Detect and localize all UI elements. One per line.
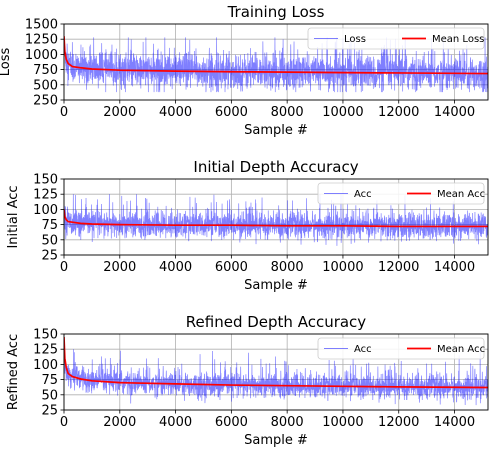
x-tick-label: 8000 [271, 105, 304, 120]
legend-label: Mean Acc [437, 344, 485, 355]
y-tick-label: 100 [33, 203, 58, 218]
chart-title: Training Loss [227, 3, 325, 21]
x-tick-label: 10000 [322, 105, 363, 120]
x-tick-label: 12000 [378, 415, 419, 430]
x-axis-label: Sample # [244, 278, 308, 293]
x-tick-label: 2000 [103, 105, 136, 120]
x-tick-label: 8000 [271, 415, 304, 430]
chart-panel-2: Initial Depth Accuracy 0 2000 4000 6000 8000 1… [6, 158, 489, 293]
y-axis-label: Loss [0, 48, 13, 77]
x-tick-label: 0 [60, 415, 68, 430]
x-tick-label: 14000 [434, 105, 475, 120]
y-tick-label: 250 [33, 94, 58, 109]
chart-title: Initial Depth Accuracy [193, 158, 358, 176]
x-tick-label: 6000 [215, 260, 248, 275]
legend-box [307, 27, 485, 50]
x-axis-label: Sample # [244, 433, 308, 448]
legend: Acc Mean Acc [317, 337, 485, 360]
y-tick-label: 25 [41, 404, 58, 419]
y-tick-label: 1000 [25, 48, 58, 63]
series-raw-line [64, 194, 488, 246]
legend-label: Acc [354, 189, 372, 200]
plot-frame [63, 178, 489, 256]
chart-panel-1: Training Loss 0 2000 4000 6000 8000 10000 12000… [0, 3, 489, 138]
series-mean-line [64, 337, 488, 389]
legend-label: Mean Loss [432, 34, 484, 45]
legend-label: Loss [344, 34, 366, 45]
legend: Acc Mean Acc [317, 182, 485, 205]
x-tick-label: 0 [60, 105, 68, 120]
y-axis-label: Initial Acc [6, 185, 21, 248]
y-tick-label: 100 [33, 358, 58, 373]
y-tick-label: 50 [41, 233, 58, 248]
plot-frame [63, 23, 489, 101]
x-tick-label: 4000 [159, 415, 192, 430]
y-tick-label: 75 [41, 218, 58, 233]
y-tick-label: 25 [41, 249, 58, 264]
y-tick-label: 1250 [25, 33, 58, 48]
x-tick-label: 0 [60, 260, 68, 275]
legend: Loss Mean Loss [307, 27, 485, 50]
legend-box [317, 182, 485, 205]
x-tick-label: 2000 [103, 260, 136, 275]
x-tick-label: 4000 [159, 260, 192, 275]
chart-panel-3: Refined Depth Accuracy 0 2000 4000 6000 8000 1… [6, 313, 489, 448]
x-axis-label: Sample # [244, 123, 308, 138]
y-tick-label: 125 [33, 343, 58, 358]
series-mean-line [64, 209, 488, 228]
y-tick-label: 500 [33, 78, 58, 93]
x-tick-label: 8000 [271, 260, 304, 275]
y-tick-label: 150 [33, 173, 58, 188]
x-tick-label: 6000 [215, 105, 248, 120]
x-tick-label: 10000 [322, 260, 363, 275]
legend-label: Mean Acc [437, 189, 485, 200]
x-tick-label: 6000 [215, 415, 248, 430]
series-raw-line [64, 348, 488, 406]
chart-title: Refined Depth Accuracy [186, 313, 367, 331]
x-tick-label: 14000 [434, 260, 475, 275]
legend-label: Acc [354, 344, 372, 355]
legend-box [317, 337, 485, 360]
series-raw-line [64, 37, 488, 93]
x-tick-label: 4000 [159, 105, 192, 120]
y-tick-label: 75 [41, 373, 58, 388]
y-tick-label: 50 [41, 388, 58, 403]
x-tick-label: 12000 [378, 105, 419, 120]
series-mean-line [64, 36, 488, 75]
x-tick-label: 14000 [434, 415, 475, 430]
y-axis-label: Refined Acc [6, 334, 21, 410]
x-tick-label: 12000 [378, 260, 419, 275]
x-tick-label: 2000 [103, 415, 136, 430]
y-tick-label: 125 [33, 188, 58, 203]
plot-frame [63, 333, 489, 411]
x-tick-label: 10000 [322, 415, 363, 430]
y-tick-label: 750 [33, 63, 58, 78]
y-tick-label: 1500 [25, 18, 58, 33]
y-tick-label: 150 [33, 328, 58, 343]
